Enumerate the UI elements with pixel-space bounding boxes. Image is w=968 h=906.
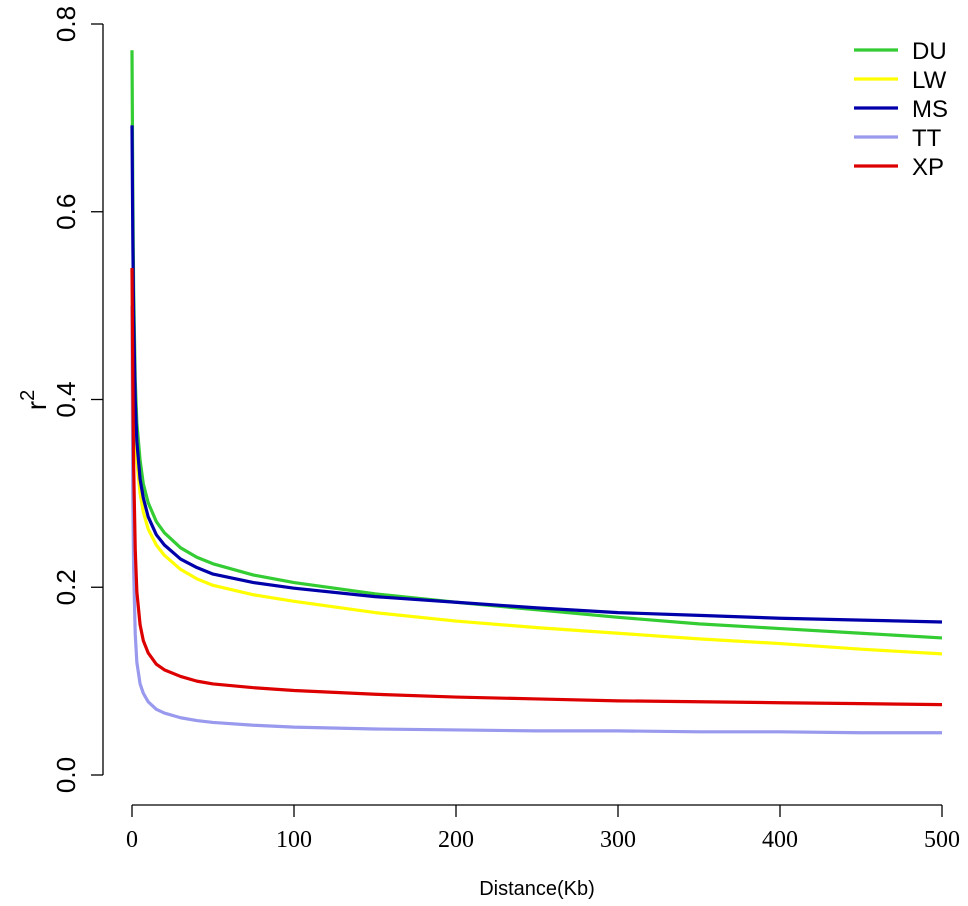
legend-label-du: DU [912,38,947,65]
y-axis-label: r2 [17,390,52,410]
y-axis-label-superscript: 2 [17,390,39,401]
x-tick-label: 400 [762,827,798,853]
series-lines [130,50,943,735]
legend-label-tt: TT [912,125,942,152]
x-tick-label: 200 [438,827,474,853]
legend-label-ms: MS [912,96,948,123]
y-tick-label: 0.4 [51,381,81,417]
series-line-tt [130,305,942,735]
x-tick-label: 500 [924,827,960,853]
series-line-lw [130,268,943,656]
y-tick-label: 0.2 [51,569,81,605]
y-tick-label: 0.0 [51,757,81,793]
series-line-ms [130,125,943,624]
legend-label-xp: XP [912,154,944,181]
series-line-du [130,50,943,640]
y-tick-label: 0.6 [51,194,81,230]
y-axis-label-group: r2 [17,390,52,410]
x-tick-label: 100 [276,827,312,853]
x-axis-label: Distance(Kb) [479,878,595,900]
y-axis-label-base: r [21,401,52,410]
series-line-xp [130,268,943,707]
x-tick-label: 300 [600,827,636,853]
y-tick-label: 0.8 [51,6,81,42]
axis-labels: Distance(Kb) r2 [17,390,595,900]
x-tick-label: 0 [126,827,138,853]
legend-label-lw: LW [912,67,947,94]
axes: 0 100 200 300 400 500 0.0 0.2 0.4 0.6 0.8 [51,6,960,853]
